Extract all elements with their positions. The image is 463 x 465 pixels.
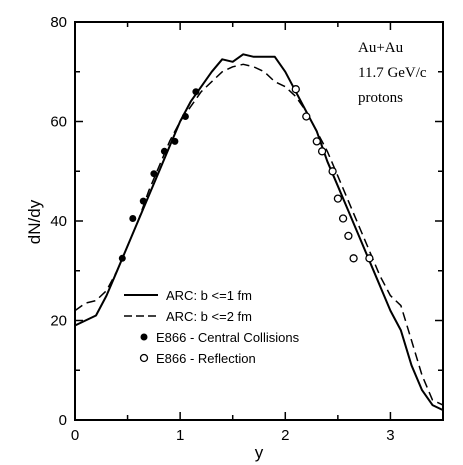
legend-label-e866-central: E866 - Central Collisions bbox=[156, 330, 300, 345]
x-tick-label: 3 bbox=[386, 427, 394, 444]
data-point bbox=[302, 112, 311, 121]
x-tick-label: 1 bbox=[176, 427, 184, 444]
data-point bbox=[328, 167, 337, 176]
x-tick-label: 0 bbox=[71, 427, 79, 444]
y-axis-title: dN/dy bbox=[25, 199, 44, 244]
x-axis-title: y bbox=[255, 443, 264, 462]
plot-frame bbox=[74, 21, 444, 421]
data-point bbox=[344, 231, 353, 241]
legend-filled-marker bbox=[140, 333, 148, 341]
legend: ARC: b <=1 fm ARC: b <=2 fm E866 - Centr… bbox=[124, 288, 300, 366]
data-point bbox=[349, 254, 358, 263]
data-point bbox=[192, 88, 200, 96]
data-point bbox=[317, 147, 327, 156]
data-point bbox=[181, 113, 189, 120]
legend-label-arc-1fm: ARC: b <=1 fm bbox=[166, 288, 252, 303]
y-tick-label: 0 bbox=[59, 412, 67, 429]
x-tick-labels: 0 1 2 3 bbox=[71, 427, 395, 444]
data-point bbox=[338, 214, 348, 223]
annotation-line-3: protons bbox=[358, 90, 403, 106]
data-point bbox=[171, 137, 179, 145]
annotation-line-1: Au+Au bbox=[358, 40, 404, 56]
data-point bbox=[160, 147, 168, 155]
series-points-e866-central bbox=[118, 88, 200, 262]
x-tick-label: 2 bbox=[281, 427, 289, 444]
data-point bbox=[139, 197, 147, 205]
legend-label-e866-reflection: E866 - Reflection bbox=[156, 351, 256, 366]
series-layer bbox=[74, 53, 444, 412]
y-tick-label: 40 bbox=[50, 213, 67, 230]
y-tick-labels: 0 20 40 60 80 bbox=[50, 14, 67, 429]
data-point bbox=[291, 85, 300, 94]
series-line-arc-1fm bbox=[74, 53, 444, 412]
series-line-arc-2fm bbox=[74, 63, 444, 406]
annotation-line-2: 11.7 GeV/c bbox=[358, 65, 427, 81]
axis-ticks bbox=[74, 21, 444, 421]
y-tick-label: 20 bbox=[50, 313, 67, 330]
series-points-e866-reflection bbox=[291, 85, 374, 263]
y-tick-label: 60 bbox=[50, 114, 67, 131]
data-point bbox=[312, 137, 321, 146]
y-tick-label: 80 bbox=[50, 14, 67, 31]
data-point bbox=[150, 170, 158, 178]
legend-label-arc-2fm: ARC: b <=2 fm bbox=[166, 309, 252, 324]
legend-open-marker bbox=[139, 353, 149, 363]
data-point bbox=[129, 215, 137, 222]
data-point bbox=[365, 254, 374, 263]
annotation-block: Au+Au 11.7 GeV/c protons bbox=[358, 40, 427, 106]
data-point bbox=[118, 254, 126, 262]
data-point bbox=[333, 194, 343, 203]
